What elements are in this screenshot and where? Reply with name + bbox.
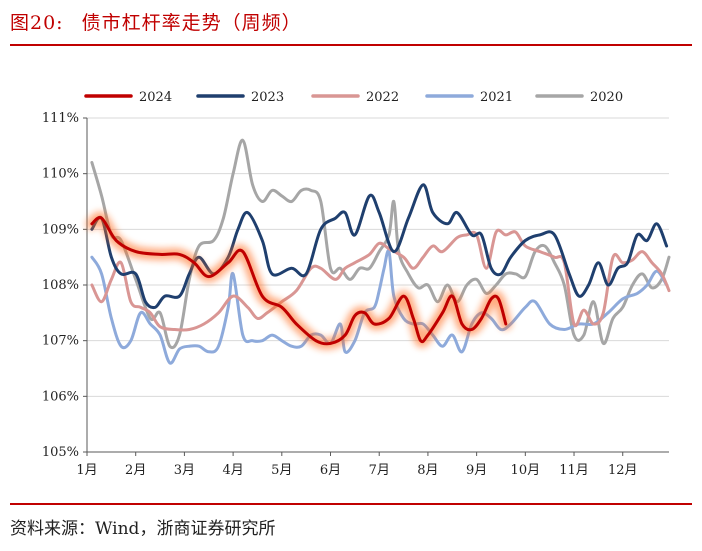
legend-label-2022: 2022	[366, 90, 399, 105]
x-tick-label: 11月	[559, 463, 589, 478]
series-2021-line	[90, 249, 669, 365]
x-tick-label: 5月	[271, 463, 292, 478]
x-tick-labels: 1月 2月 3月 4月 5月 6月 7月 8月 9月 10月 11月 12月	[76, 463, 637, 478]
series-lines	[85, 138, 671, 365]
x-tick-label: 3月	[174, 463, 195, 478]
line-chart: 105% 106% 107% 108% 109% 110% 111% 1月 2月 3月 4月 5月 6…	[42, 90, 671, 478]
y-tick-label: 106%	[42, 389, 79, 404]
header-rule	[10, 44, 692, 46]
y-tick-label: 111%	[42, 111, 79, 126]
x-tick-label: 9月	[466, 463, 487, 478]
x-tick-label: 12月	[608, 463, 638, 478]
x-tick-label: 10月	[511, 463, 541, 478]
legend: 2024 2023 2022 2021 2020	[84, 90, 623, 105]
series-2020-line	[90, 138, 671, 350]
y-tick-label: 108%	[42, 278, 79, 293]
x-tick-label: 1月	[76, 463, 97, 478]
legend-label-2024: 2024	[139, 90, 172, 105]
source-note: 资料来源：Wind，浙商证券研究所	[10, 519, 276, 539]
legend-label-2020: 2020	[590, 90, 623, 105]
y-tick-label: 105%	[42, 445, 79, 460]
series-2023-line	[90, 183, 669, 310]
figure-title-text: 债市杠杆率走势（周频）	[81, 12, 302, 34]
y-tick-labels: 105% 106% 107% 108% 109% 110% 111%	[42, 111, 79, 460]
series-2022-line	[90, 228, 671, 332]
figure-number: 图20:	[10, 12, 64, 34]
legend-label-2023: 2023	[251, 90, 284, 105]
x-tick-label: 8月	[417, 463, 438, 478]
x-tick-label: 7月	[369, 463, 390, 478]
y-tick-label: 107%	[42, 334, 79, 349]
legend-label-2021: 2021	[480, 90, 513, 105]
footer-rule	[10, 503, 692, 505]
x-tick-label: 6月	[320, 463, 341, 478]
axes	[83, 117, 669, 456]
figure-title: 图20: 债市杠杆率走势（周频）	[10, 8, 302, 35]
y-tick-label: 109%	[42, 222, 79, 237]
x-tick-label: 2月	[125, 463, 146, 478]
series-2024-line	[90, 216, 508, 346]
y-tick-label: 110%	[42, 167, 79, 182]
x-tick-label: 4月	[222, 463, 243, 478]
